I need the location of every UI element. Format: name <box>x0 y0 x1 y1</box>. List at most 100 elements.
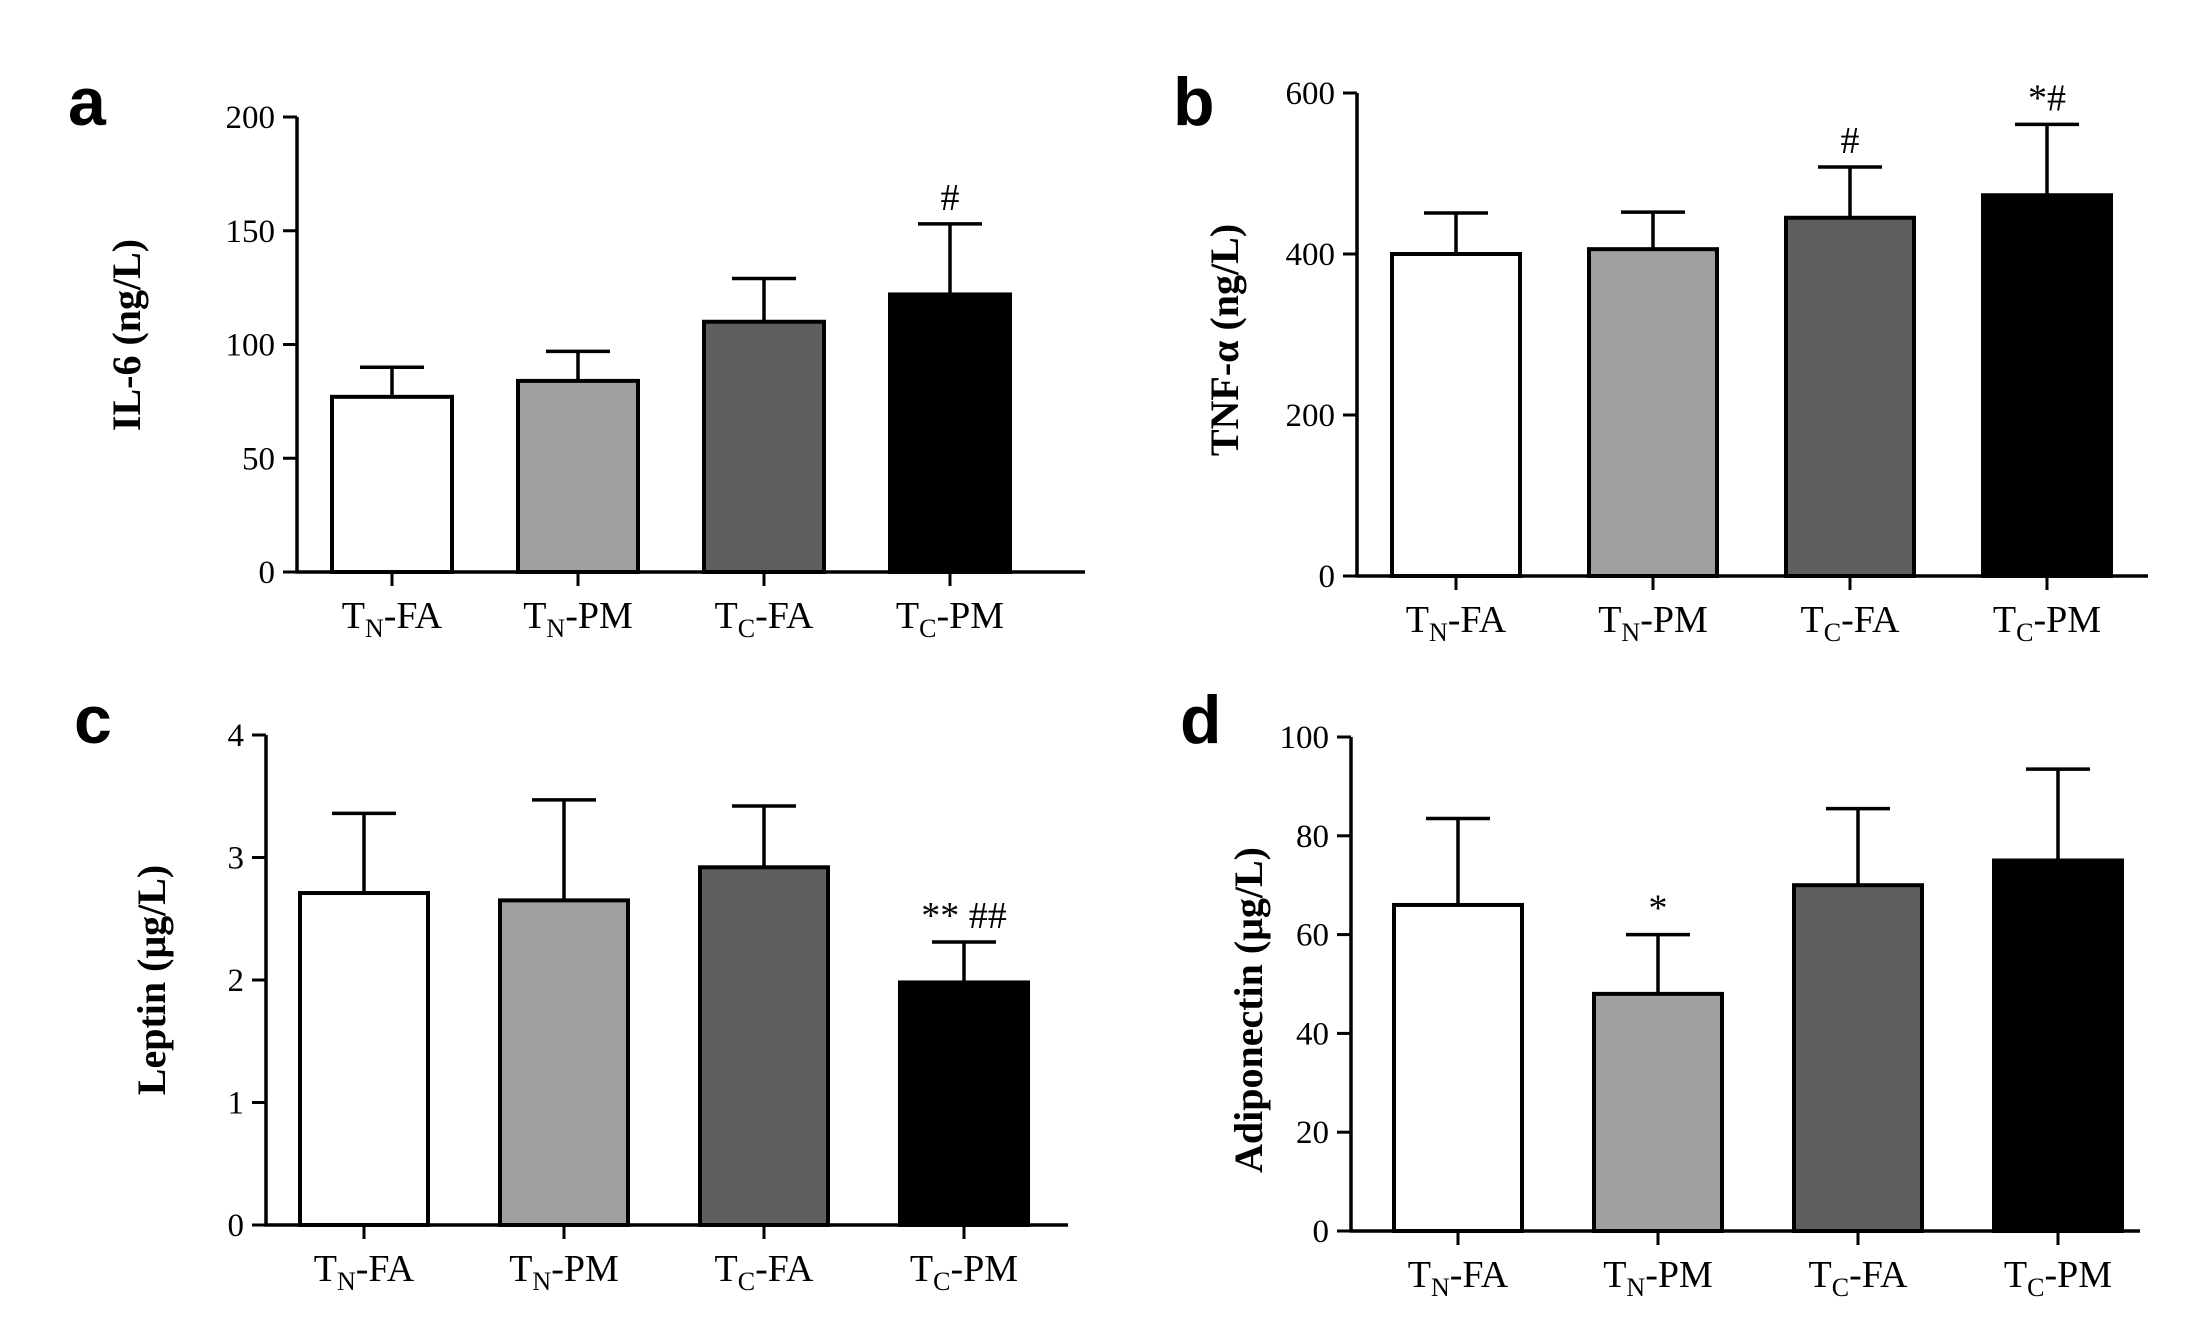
bar <box>702 319 826 574</box>
x-tick-label: TN-PM <box>1598 599 1708 647</box>
y-tick-label: 400 <box>1286 237 1336 273</box>
y-tick-label: 0 <box>1313 1214 1330 1250</box>
y-tick-label: 80 <box>1296 819 1329 855</box>
x-tick-label: TC-PM <box>2004 1254 2112 1302</box>
y-axis-title: Adiponectin (μg/L) <box>1226 847 1271 1173</box>
x-tick-label-rest: -PM <box>1640 599 1708 641</box>
x-tick-label: TC-PM <box>910 1248 1018 1296</box>
y-tick-label: 3 <box>228 841 245 877</box>
x-tick-label-rest: -PM <box>2044 1254 2112 1296</box>
significance-mark: ** ## <box>921 895 1007 937</box>
x-tick-label: TN-FA <box>314 1248 415 1296</box>
bar <box>888 292 1012 574</box>
y-tick-label: 1 <box>228 1086 245 1122</box>
x-tick-label-subscript: N <box>546 614 565 643</box>
x-tick-label-rest: -FA <box>755 1248 814 1290</box>
bar <box>898 980 1030 1228</box>
bar <box>516 378 640 574</box>
significance-mark: * <box>1649 888 1668 930</box>
y-tick-label: 50 <box>242 441 275 477</box>
x-tick-label-subscript: C <box>738 614 755 643</box>
x-tick-label-rest: -FA <box>755 595 814 637</box>
bar <box>1992 858 2124 1233</box>
x-tick-label: TC-FA <box>1809 1254 1909 1302</box>
x-tick-label-subscript: C <box>933 1267 950 1296</box>
x-tick-label-base: T <box>1993 599 2016 641</box>
x-tick-label: TN-PM <box>509 1248 619 1296</box>
x-tick-label-subscript: C <box>2016 618 2033 647</box>
x-tick-label-subscript: C <box>2027 1273 2044 1302</box>
bar <box>298 891 430 1228</box>
bar <box>698 865 830 1227</box>
bar <box>498 898 630 1227</box>
x-tick-label-rest: -PM <box>565 595 633 637</box>
x-tick-label-base: T <box>1406 599 1429 641</box>
y-tick-label: 200 <box>226 100 276 136</box>
x-tick-label-base: T <box>314 1248 337 1290</box>
y-axis-title: Leptin (μg/L) <box>129 865 174 1095</box>
x-tick-label-base: T <box>1603 1254 1626 1296</box>
x-tick-label-subscript: C <box>919 614 936 643</box>
x-tick-label-base: T <box>896 595 919 637</box>
x-tick-label-base: T <box>1598 599 1621 641</box>
x-tick-label: TC-FA <box>715 1248 815 1296</box>
bar <box>330 394 454 575</box>
x-tick-label-base: T <box>910 1248 933 1290</box>
bar <box>1390 252 1522 578</box>
x-tick-label-rest: -PM <box>1645 1254 1713 1296</box>
y-tick-label: 0 <box>228 1208 245 1244</box>
x-tick-label-rest: -FA <box>1841 599 1900 641</box>
y-tick-label: 0 <box>1319 559 1336 595</box>
panel-letter: d <box>1180 682 1222 758</box>
panel-letter: c <box>74 682 112 758</box>
x-tick-label-base: T <box>1408 1254 1431 1296</box>
x-tick-label-subscript: N <box>1621 618 1640 647</box>
x-tick-label: TN-FA <box>1408 1254 1509 1302</box>
x-tick-label: TC-PM <box>896 595 1004 643</box>
bar <box>1392 902 1524 1234</box>
y-axis-title: TNF-α (ng/L) <box>1202 224 1247 456</box>
x-tick-label-base: T <box>342 595 365 637</box>
x-tick-label-base: T <box>1809 1254 1832 1296</box>
panel-letter: b <box>1173 64 1215 140</box>
bar <box>1792 883 1924 1233</box>
significance-mark: # <box>1841 120 1860 162</box>
x-tick-label: TC-FA <box>1801 599 1901 647</box>
y-tick-label: 2 <box>228 963 245 999</box>
y-tick-label: 600 <box>1286 76 1336 112</box>
x-tick-label-subscript: C <box>1832 1273 1849 1302</box>
x-tick-label: TC-PM <box>1993 599 2101 647</box>
x-tick-label-subscript: N <box>337 1267 356 1296</box>
x-tick-label-base: T <box>1801 599 1824 641</box>
x-tick-label-base: T <box>715 1248 738 1290</box>
x-tick-label-base: T <box>2004 1254 2027 1296</box>
y-axis-title: IL-6 (ng/L) <box>104 239 149 431</box>
x-tick-label-rest: -FA <box>356 1248 415 1290</box>
y-tick-label: 0 <box>259 555 276 591</box>
x-tick-label-rest: -PM <box>950 1248 1018 1290</box>
x-tick-label-subscript: C <box>1824 618 1841 647</box>
y-tick-label: 100 <box>1280 720 1330 756</box>
x-tick-label-base: T <box>523 595 546 637</box>
x-tick-label-rest: -FA <box>1448 599 1507 641</box>
panel-letter: a <box>68 64 107 140</box>
y-tick-label: 60 <box>1296 918 1329 954</box>
x-tick-label: TN-FA <box>1406 599 1507 647</box>
x-tick-label-rest: -PM <box>551 1248 619 1290</box>
x-tick-label-subscript: N <box>1626 1273 1645 1302</box>
x-tick-label-subscript: N <box>365 614 384 643</box>
x-tick-label-subscript: N <box>532 1267 551 1296</box>
x-tick-label-rest: -FA <box>384 595 443 637</box>
bar <box>1981 193 2113 579</box>
x-tick-label-rest: -FA <box>1849 1254 1908 1296</box>
x-tick-label-base: T <box>509 1248 532 1290</box>
significance-mark: # <box>941 177 960 219</box>
y-tick-label: 20 <box>1296 1115 1329 1151</box>
significance-mark: *# <box>2028 77 2066 119</box>
y-tick-label: 100 <box>226 328 276 364</box>
x-tick-label-rest: -PM <box>2033 599 2101 641</box>
